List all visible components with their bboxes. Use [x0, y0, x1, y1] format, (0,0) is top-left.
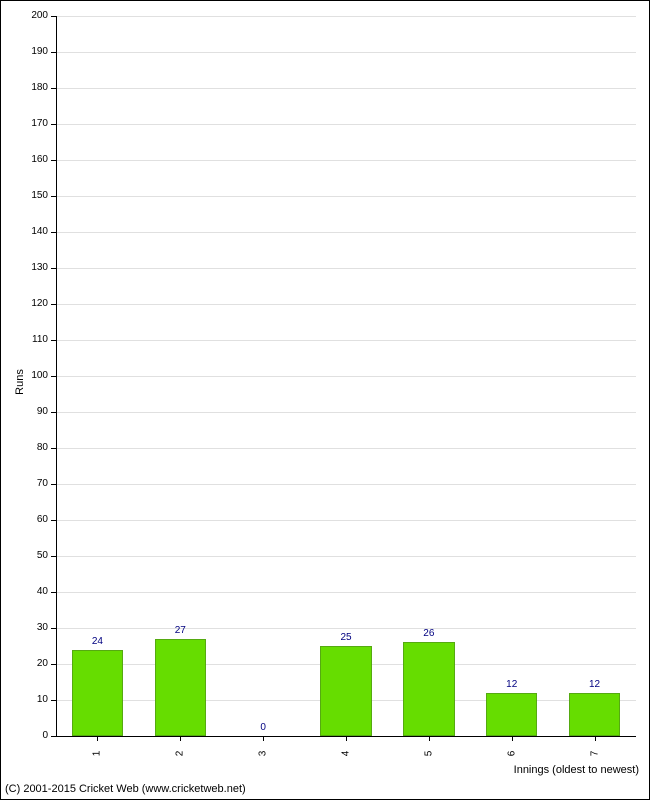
y-tick-label: 100 [18, 371, 48, 381]
gridline [56, 340, 636, 341]
y-tick-label: 170 [18, 119, 48, 129]
x-tick-mark [180, 736, 181, 741]
x-tick-mark [97, 736, 98, 741]
y-tick-label: 70 [18, 479, 48, 489]
gridline [56, 232, 636, 233]
bar [486, 693, 537, 736]
x-tick-label: 7 [589, 744, 600, 764]
x-tick-mark [429, 736, 430, 741]
x-tick-label: 5 [423, 744, 434, 764]
y-tick-label: 30 [18, 623, 48, 633]
bar [569, 693, 620, 736]
y-tick-label: 150 [18, 191, 48, 201]
gridline [56, 196, 636, 197]
y-axis-line [56, 16, 57, 736]
gridline [56, 268, 636, 269]
y-tick-label: 140 [18, 227, 48, 237]
bar-value-label: 26 [409, 628, 449, 639]
y-tick-label: 90 [18, 407, 48, 417]
gridline [56, 520, 636, 521]
gridline [56, 592, 636, 593]
x-axis-title: Innings (oldest to newest) [514, 764, 639, 776]
bar-value-label: 27 [160, 625, 200, 636]
gridline [56, 16, 636, 17]
bar-value-label: 12 [492, 679, 532, 690]
y-tick-label: 60 [18, 515, 48, 525]
gridline [56, 412, 636, 413]
x-tick-label: 1 [92, 744, 103, 764]
x-tick-label: 6 [506, 744, 517, 764]
y-tick-label: 120 [18, 299, 48, 309]
y-tick-label: 20 [18, 659, 48, 669]
y-tick-label: 180 [18, 83, 48, 93]
gridline [56, 448, 636, 449]
y-tick-label: 80 [18, 443, 48, 453]
bar [155, 639, 206, 736]
y-tick-label: 160 [18, 155, 48, 165]
y-tick-label: 200 [18, 11, 48, 21]
y-tick-label: 40 [18, 587, 48, 597]
x-tick-mark [595, 736, 596, 741]
x-tick-label: 4 [341, 744, 352, 764]
bar-value-label: 25 [326, 632, 366, 643]
bar-value-label: 24 [77, 636, 117, 647]
copyright-text: (C) 2001-2015 Cricket Web (www.cricketwe… [5, 783, 246, 795]
bar [403, 642, 454, 736]
plot-area [56, 16, 636, 736]
x-tick-label: 3 [258, 744, 269, 764]
gridline [56, 484, 636, 485]
gridline [56, 628, 636, 629]
bar [72, 650, 123, 736]
x-tick-mark [263, 736, 264, 741]
y-tick-label: 10 [18, 695, 48, 705]
x-tick-label: 2 [175, 744, 186, 764]
y-tick-label: 110 [18, 335, 48, 345]
gridline [56, 124, 636, 125]
y-tick-label: 130 [18, 263, 48, 273]
chart-frame: Runs Innings (oldest to newest) (C) 2001… [0, 0, 650, 800]
x-tick-mark [512, 736, 513, 741]
gridline [56, 376, 636, 377]
bar [320, 646, 371, 736]
gridline [56, 160, 636, 161]
gridline [56, 88, 636, 89]
gridline [56, 556, 636, 557]
y-tick-label: 50 [18, 551, 48, 561]
bar-value-label: 0 [243, 722, 283, 733]
y-tick-label: 190 [18, 47, 48, 57]
gridline [56, 304, 636, 305]
bar-value-label: 12 [575, 679, 615, 690]
y-tick-label: 0 [18, 731, 48, 741]
x-tick-mark [346, 736, 347, 741]
gridline [56, 52, 636, 53]
